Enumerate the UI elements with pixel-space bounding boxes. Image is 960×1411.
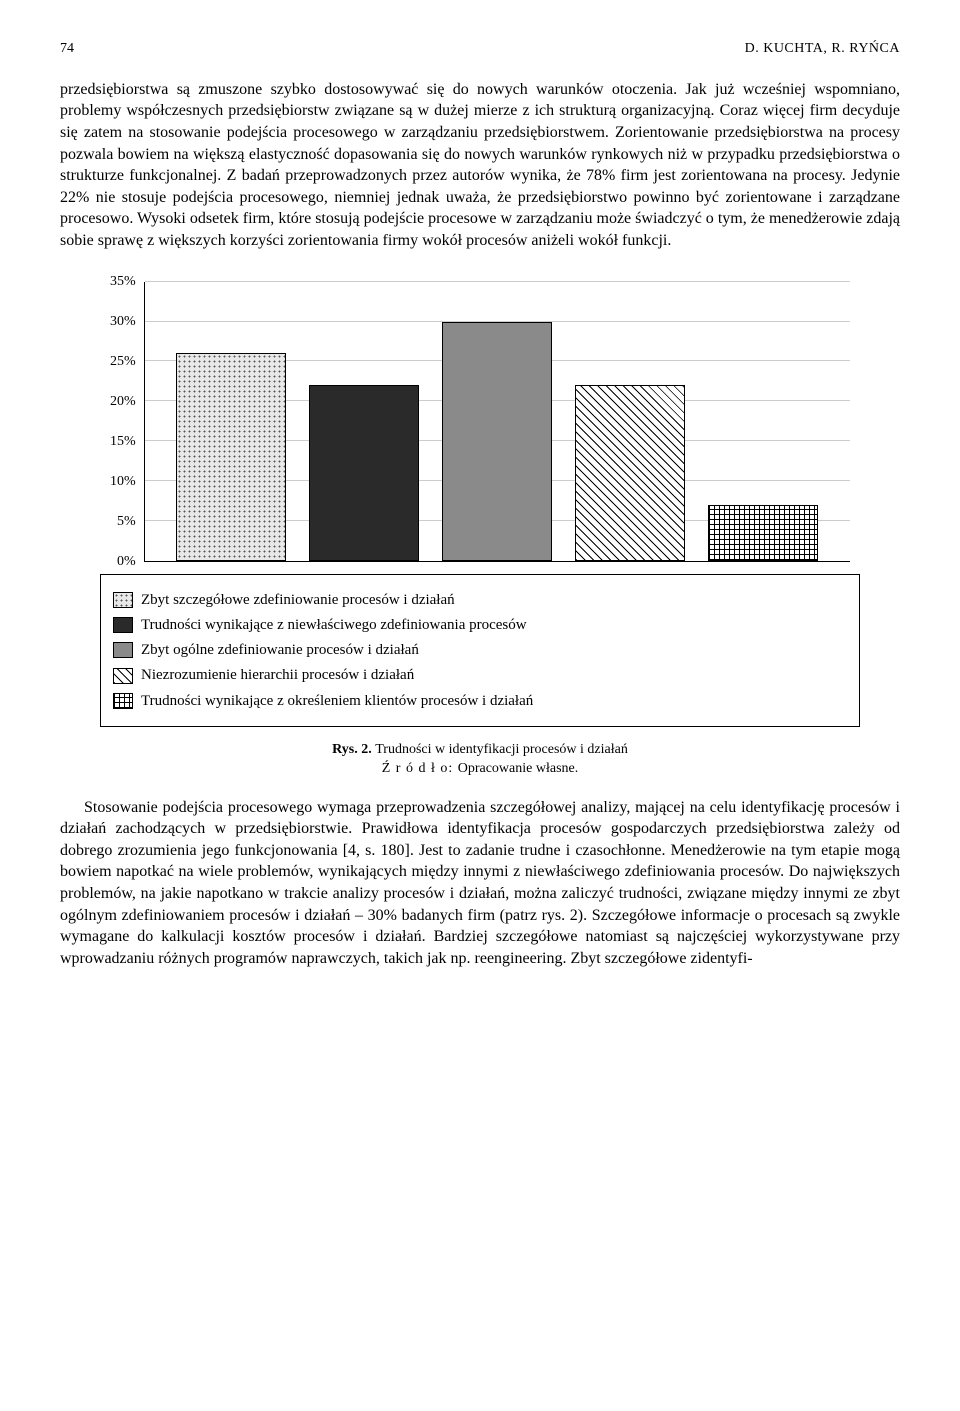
legend-item: Trudności wynikające z niewłaściwego zde… [113,615,847,635]
legend-item: Zbyt szczegółowe zdefiniowanie procesów … [113,590,847,610]
caption-text: Trudności w identyfikacji procesów i dzi… [375,742,628,757]
bar-chart: 35%30%25%20%15%10%5%0% [100,272,860,562]
chart-bar [442,322,552,561]
chart-bar [176,353,286,560]
chart-gridline [145,281,850,282]
legend-label: Niezrozumienie hierarchii procesów i dzi… [141,665,414,685]
chart-caption: Rys. 2. Trudności w identyfikacji proces… [60,741,900,779]
legend-label: Zbyt ogólne zdefiniowanie procesów i dzi… [141,640,419,660]
chart-bar [309,385,419,560]
chart-bar [575,385,685,560]
caption-source-label: Ź r ó d ł o: [382,761,458,776]
legend-swatch [113,642,133,658]
legend-item: Trudności wynikające z określeniem klien… [113,691,847,711]
legend-item: Niezrozumienie hierarchii procesów i dzi… [113,665,847,685]
legend-swatch [113,693,133,709]
page-number: 74 [60,40,74,59]
legend-label: Trudności wynikające z niewłaściwego zde… [141,615,527,635]
legend-swatch [113,668,133,684]
legend-swatch [113,592,133,608]
chart-legend: Zbyt szczegółowe zdefiniowanie procesów … [100,574,860,727]
paragraph-1: przedsiębiorstwa są zmuszone szybko dost… [60,79,900,252]
header-authors: D. KUCHTA, R. RYŃCA [745,40,900,59]
chart-plot-area [144,282,850,562]
chart-y-axis: 35%30%25%20%15%10%5%0% [110,282,144,562]
caption-label: Rys. 2. [332,742,375,757]
page-header: 74 D. KUCHTA, R. RYŃCA [60,40,900,59]
paragraph-2: Stosowanie podejścia procesowego wymaga … [60,797,900,970]
caption-source-text: Opracowanie własne. [458,761,579,776]
legend-swatch [113,617,133,633]
legend-label: Trudności wynikające z określeniem klien… [141,691,533,711]
chart-bar [708,505,818,561]
legend-label: Zbyt szczegółowe zdefiniowanie procesów … [141,590,455,610]
legend-item: Zbyt ogólne zdefiniowanie procesów i dzi… [113,640,847,660]
